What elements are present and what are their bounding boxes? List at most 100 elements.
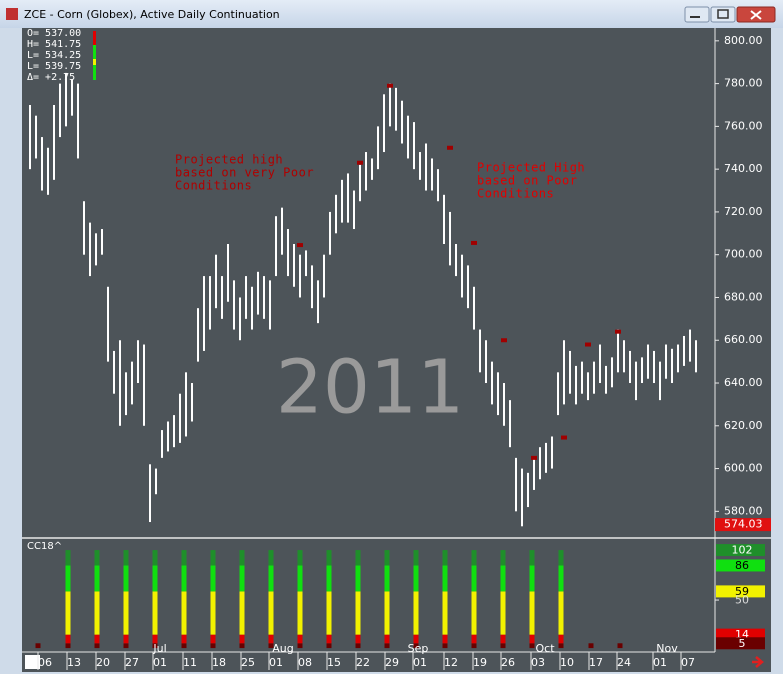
indicator-segment xyxy=(355,591,361,635)
indicator-segment xyxy=(152,643,158,649)
date-label: 03 xyxy=(531,656,545,669)
date-label: 11 xyxy=(183,656,197,669)
indicator-segment xyxy=(268,643,274,649)
indicator-segment xyxy=(239,643,245,649)
indicator-segment xyxy=(471,565,477,592)
indicator-segment xyxy=(239,634,245,644)
indicator-segment xyxy=(471,634,477,644)
y-tick-label: 720.00 xyxy=(724,205,763,218)
indicator-segment xyxy=(94,634,100,644)
indicator-segment xyxy=(413,565,419,592)
month-label: Oct xyxy=(535,642,555,655)
indicator-segment xyxy=(297,550,303,566)
window-title: ZCE - Corn (Globex), Active Daily Contin… xyxy=(24,8,280,21)
y-tick-label: 600.00 xyxy=(724,462,763,475)
indicator-segment xyxy=(500,565,506,592)
y-tick-label: 86 xyxy=(735,559,749,572)
date-label: 17 xyxy=(589,656,603,669)
annotation: Projected high xyxy=(175,153,283,167)
scroll-arrow[interactable] xyxy=(752,656,764,668)
chart-area xyxy=(22,28,771,672)
y-tick-label: 640.00 xyxy=(724,376,763,389)
indicator-segment xyxy=(413,634,419,644)
indicator-segment xyxy=(181,634,187,644)
indicator-segment xyxy=(94,565,100,592)
indicator-segment xyxy=(181,643,187,649)
date-label: 19 xyxy=(473,656,487,669)
indicator-segment xyxy=(65,591,71,635)
y-tick-box xyxy=(716,637,765,650)
indicator-segment xyxy=(355,550,361,566)
indicator-segment xyxy=(471,550,477,566)
indicator-segment xyxy=(471,643,477,649)
y-tick-label: 50 xyxy=(735,594,749,607)
date-label: 12 xyxy=(444,656,458,669)
month-label: Jul xyxy=(152,642,166,655)
indicator-segment xyxy=(94,550,100,566)
indicator-segment xyxy=(442,643,448,649)
indicator-segment xyxy=(297,565,303,592)
maximize-button[interactable] xyxy=(710,6,736,23)
indicator-segment xyxy=(326,643,332,649)
indicator-segment xyxy=(413,591,419,635)
indicator-segment xyxy=(558,550,564,566)
projection-marker xyxy=(585,342,591,347)
indicator-segment xyxy=(152,591,158,635)
minimize-button[interactable] xyxy=(684,6,710,23)
indicator-segment xyxy=(500,550,506,566)
indicator-segment xyxy=(210,643,216,649)
indicator-segment xyxy=(181,550,187,566)
indicator-segment xyxy=(529,643,535,649)
date-label: 01 xyxy=(413,656,427,669)
indicator-segment xyxy=(94,591,100,635)
y-tick-label: 780.00 xyxy=(724,77,763,90)
indicator-segment xyxy=(65,643,71,649)
y-tick-label: 5 xyxy=(739,637,746,650)
indicator-segment xyxy=(384,643,390,649)
projection-marker xyxy=(531,455,537,460)
title-bar xyxy=(0,0,783,28)
date-label: 26 xyxy=(501,656,515,669)
indicator-segment xyxy=(123,565,129,592)
indicator-segment xyxy=(558,634,564,644)
window-buttons xyxy=(684,6,776,23)
y-tick-box xyxy=(716,585,765,598)
indicator-segment xyxy=(210,550,216,566)
y-tick-label: 740.00 xyxy=(724,162,763,175)
indicator-segment xyxy=(442,591,448,635)
scroll-box[interactable] xyxy=(25,655,40,669)
date-label: 29 xyxy=(385,656,399,669)
date-label: 27 xyxy=(125,656,139,669)
indicator-segment xyxy=(123,634,129,644)
date-label: 08 xyxy=(298,656,312,669)
projection-marker xyxy=(357,160,363,165)
month-label: Aug xyxy=(272,642,293,655)
minimize-icon xyxy=(690,16,700,18)
indicator-segment xyxy=(239,565,245,592)
close-icon xyxy=(750,10,762,20)
annotation: Projected High xyxy=(477,161,585,175)
indicator-segment xyxy=(239,591,245,635)
indicator-segment xyxy=(35,643,41,649)
date-label: 24 xyxy=(617,656,631,669)
indicator-segment xyxy=(384,565,390,592)
indicator-segment xyxy=(529,565,535,592)
indicator-segment xyxy=(558,643,564,649)
indicator-segment xyxy=(268,565,274,592)
indicator-segment xyxy=(152,550,158,566)
annotation: based on Poor xyxy=(477,174,577,188)
indicator-segment xyxy=(384,634,390,644)
indicator-segment xyxy=(123,591,129,635)
date-label: 01 xyxy=(153,656,167,669)
indicator-segment xyxy=(210,591,216,635)
last-price-box xyxy=(715,518,771,532)
y-tick-label: 620.00 xyxy=(724,419,763,432)
indicator-segment xyxy=(500,634,506,644)
indicator-segment xyxy=(442,565,448,592)
indicator-segment xyxy=(442,634,448,644)
indicator-segment xyxy=(326,634,332,644)
indicator-segment xyxy=(413,550,419,566)
ohlc-readout: H= 541.75 xyxy=(27,39,81,50)
indicator-segment xyxy=(500,643,506,649)
indicator-segment xyxy=(326,591,332,635)
